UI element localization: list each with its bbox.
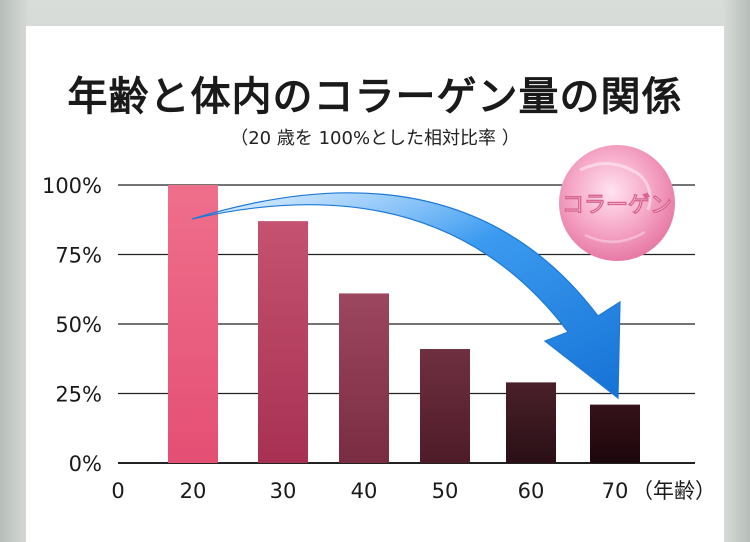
y-tick-label: 100% — [42, 174, 102, 198]
bar-age-30 — [258, 221, 308, 463]
collagen-badge-label: コラーゲン — [562, 192, 672, 218]
collagen-ball-icon — [559, 145, 675, 261]
bars — [168, 185, 640, 463]
bar-age-60 — [506, 382, 556, 463]
x-tick-label: 50 — [432, 479, 459, 503]
decline-arrow-icon — [191, 192, 621, 400]
bar-age-50 — [420, 349, 470, 463]
x-unit-label: （年齢） — [632, 479, 716, 503]
bar-age-20 — [168, 185, 218, 463]
x-axis-labels: 0 20 30 40 50 60 70 （年齢） — [111, 479, 716, 503]
x-tick-label: 60 — [518, 479, 545, 503]
y-tick-label: 75% — [55, 244, 102, 268]
x-origin-label: 0 — [111, 479, 124, 503]
x-tick-label: 40 — [351, 479, 378, 503]
chart-subtitle: （20 歳を 100%とした相対比率 ） — [230, 128, 520, 149]
bar-age-40 — [339, 293, 389, 463]
y-tick-label: 50% — [55, 313, 102, 337]
x-tick-label: 30 — [270, 479, 297, 503]
x-tick-label: 70 — [602, 479, 629, 503]
y-tick-label: 0% — [69, 452, 102, 476]
y-axis-labels: 0% 25% 50% 75% 100% — [42, 174, 102, 476]
bar-age-70 — [590, 404, 640, 463]
backdrop-right — [722, 0, 750, 542]
backdrop-left — [0, 0, 28, 542]
y-tick-label: 25% — [55, 383, 102, 407]
chart-title: 年齢と体内のコラーゲン量の関係 — [67, 74, 683, 120]
x-tick-label: 20 — [180, 479, 207, 503]
collagen-badge: コラーゲン — [559, 145, 675, 261]
